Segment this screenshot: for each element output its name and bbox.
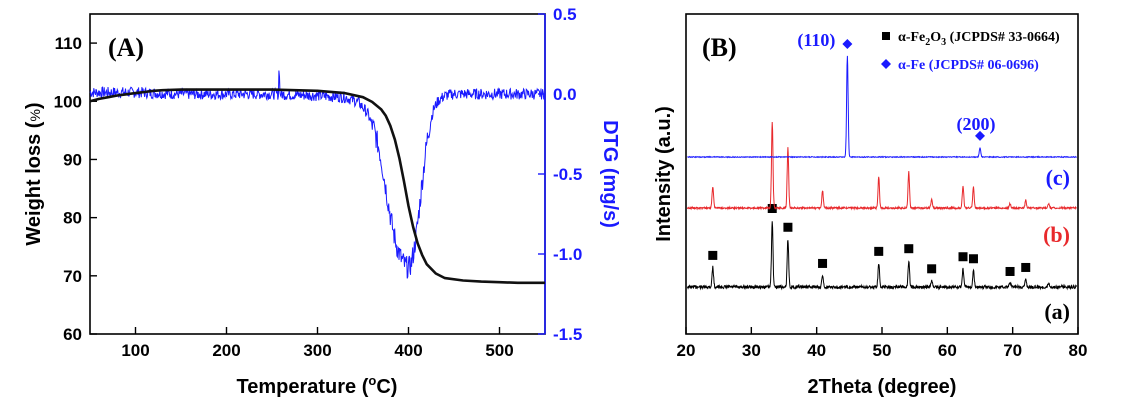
panel-b-xtick-label: 20 [677, 341, 696, 360]
panel-a-y2tick-label: 0.5 [553, 5, 577, 24]
panel-a-ylabel: Weight loss (%) [23, 102, 45, 245]
panel-a-y2tick-label: 0.0 [553, 85, 577, 104]
miller-index-label: (110) [797, 30, 835, 51]
legend-entry-iron: α-Fe (JCPDS# 06-0696) [898, 58, 1039, 73]
curve-label-b: (b) [1043, 222, 1070, 247]
panel-a-xtick-label: 500 [485, 341, 513, 360]
panel-a-ytick-label: 100 [54, 92, 82, 111]
panel-a-y2label: DTG (mg/s) [599, 120, 621, 228]
panel-a-ytick-label: 80 [63, 209, 82, 228]
legend-square-marker [882, 32, 890, 40]
panel-b-xtick-label: 60 [938, 341, 957, 360]
panel-a-ytick-label: 110 [55, 34, 82, 53]
panel-a-y2tick-label: -0.5 [553, 165, 582, 184]
hematite-peak-marker [968, 254, 978, 264]
panel-b-xtick-label: 70 [1003, 341, 1022, 360]
hematite-peak-marker [818, 258, 828, 268]
curve-label-a: (a) [1044, 299, 1070, 324]
panel-a-y2tick-label: -1.0 [553, 245, 582, 264]
xrd-curve-c [687, 55, 1077, 159]
panel-a-chart: 100 200 300 400 500 60 70 80 90 100 110 -1.5 -1.0 -… [23, 5, 621, 398]
panel-a-ytick-label: 90 [63, 150, 82, 169]
hematite-peak-marker [1021, 262, 1031, 272]
panel-a-xtick-label: 400 [394, 341, 422, 360]
xrd-curve-a [686, 221, 1078, 291]
panel-b-ylabel: Intensity (a.u.) [653, 106, 675, 242]
hematite-peak-marker [904, 244, 914, 254]
iron-peak-marker [842, 39, 853, 49]
panel-b-xtick-label: 50 [873, 341, 892, 360]
panel-a-dtg-series [89, 70, 546, 279]
hematite-peak-marker [874, 246, 884, 256]
hematite-peak-marker [1005, 266, 1015, 276]
panel-b-xtick-label: 80 [1069, 341, 1088, 360]
miller-index-label: (200) [957, 114, 996, 135]
curve-label-c: (c) [1046, 165, 1070, 190]
panel-b-legend: α-Fe2O3 (JCPDS# 33-0664) α-Fe (JCPDS# 06… [881, 30, 1060, 73]
hematite-peak-marker [708, 250, 718, 260]
iron-peak-marker [975, 130, 985, 141]
hematite-peak-marker [783, 222, 793, 232]
hematite-peak-marker [958, 252, 968, 262]
panel-a-xtick-label: 200 [212, 341, 240, 360]
panel-a-xlabel: Temperature (oC) [237, 373, 398, 398]
hematite-peak-marker [927, 264, 937, 274]
panel-a-y2tick-label: -1.5 [553, 325, 582, 344]
legend-diamond-marker [881, 59, 891, 69]
legend-entry-hematite: α-Fe2O3 (JCPDS# 33-0664) [898, 30, 1060, 48]
panel-a-xtick-label: 300 [303, 341, 331, 360]
panel-a-weight-loss-series [89, 88, 545, 285]
panel-b-xlabel: 2Theta (degree) [808, 376, 957, 398]
xrd-curve-b [686, 121, 1077, 211]
panel-b-chart: 20 30 40 50 60 70 80 (a) (b) (c) (110) (200) (B) 2… [653, 13, 1088, 398]
panel-a-label: (A) [108, 33, 144, 62]
panel-a-frame [89, 13, 546, 335]
panel-b-xtick-label: 30 [742, 341, 761, 360]
panel-a-ytick-label: 70 [63, 267, 82, 286]
panel-b-label: (B) [702, 33, 737, 62]
hematite-peak-marker [767, 204, 777, 213]
panel-a-xtick-label: 100 [121, 341, 149, 360]
panel-a-ytick-label: 60 [63, 325, 82, 344]
panel-b-xtick-label: 40 [807, 341, 826, 360]
